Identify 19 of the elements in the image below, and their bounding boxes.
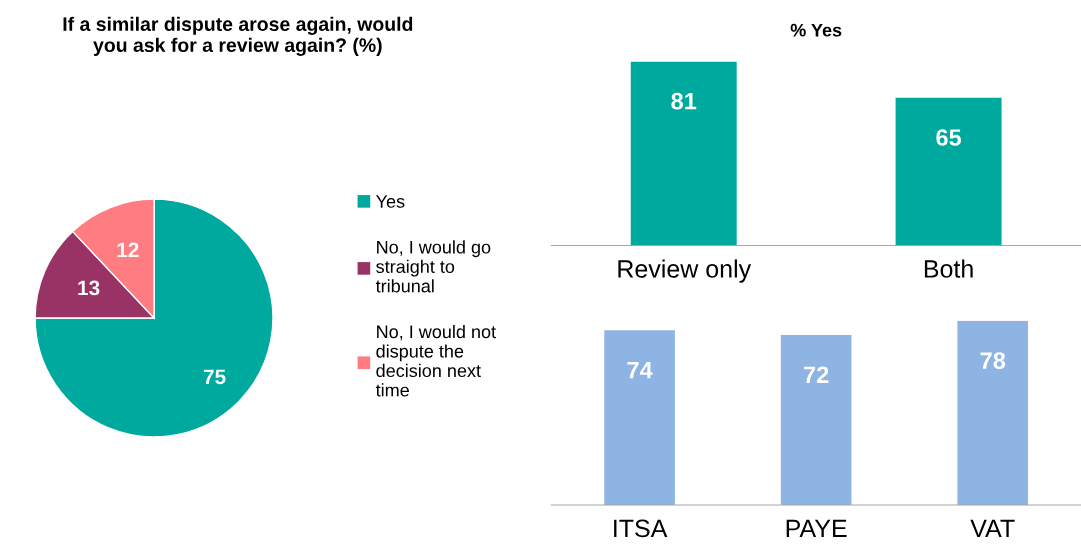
data-label: 12 (117, 242, 139, 258)
data-label: 13 (78, 280, 100, 296)
data-label: 74 (627, 361, 653, 379)
legend-label: Yes (376, 195, 405, 208)
x-tick-label: PAYE (786, 519, 847, 537)
chart-title: % Yes (790, 23, 842, 37)
legend-label: No, I would not dispute the decision next time (375, 324, 496, 397)
data-label: 78 (980, 352, 1006, 369)
data-label: 81 (671, 92, 697, 110)
x-tick-label: Both (924, 259, 973, 278)
x-tick-label: Review only (618, 259, 752, 283)
x-tick-label: VAT (970, 519, 1015, 537)
pie-slice (34, 198, 274, 438)
data-label: 72 (804, 366, 829, 383)
data-label: 75 (203, 369, 226, 385)
data-label: 65 (936, 129, 962, 146)
x-tick-label: ITSA (614, 519, 668, 538)
legend-label: No, I would go straight to tribunal (375, 240, 491, 293)
chart-title: If a similar dispute arose again, would you ask for a review again? (%) (63, 16, 413, 56)
